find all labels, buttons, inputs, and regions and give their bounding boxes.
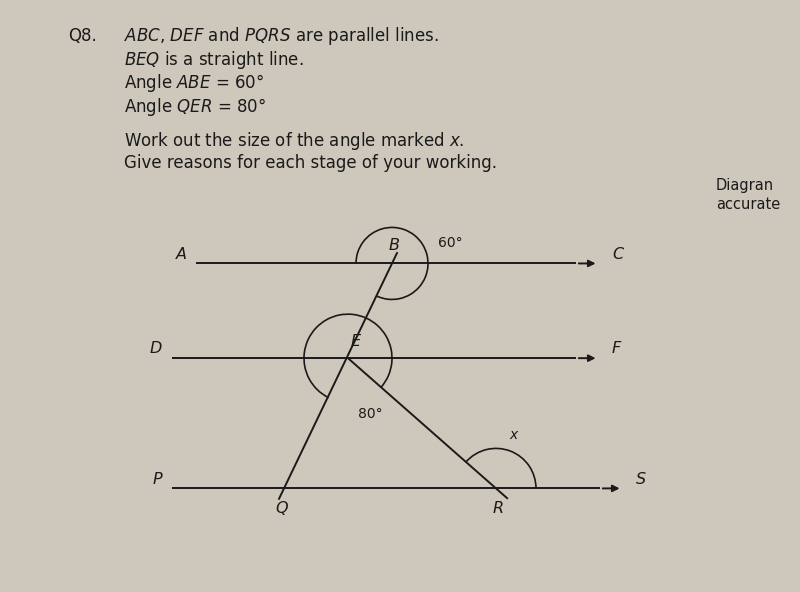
Text: P: P [153,472,162,487]
Text: 80°: 80° [358,407,383,422]
Text: F: F [612,342,622,356]
Text: S: S [636,472,646,487]
Text: Angle $ABE$ = 60°: Angle $ABE$ = 60° [124,72,264,94]
Text: $x$: $x$ [510,429,520,442]
Text: accurate: accurate [716,197,780,211]
Text: Work out the size of the angle marked $x$.: Work out the size of the angle marked $x… [124,130,465,152]
Text: 60°: 60° [438,236,462,250]
Text: Angle $QER$ = 80°: Angle $QER$ = 80° [124,96,266,118]
Text: A: A [175,247,186,262]
Text: Give reasons for each stage of your working.: Give reasons for each stage of your work… [124,154,497,172]
Text: Diagran: Diagran [716,178,774,192]
Text: $BEQ$ is a straight line.: $BEQ$ is a straight line. [124,49,303,70]
Text: B: B [389,239,400,253]
Text: R: R [493,501,504,516]
Text: E: E [350,334,361,349]
Text: $ABC$, $DEF$ and $PQRS$ are parallel lines.: $ABC$, $DEF$ and $PQRS$ are parallel lin… [124,25,439,47]
Text: Q8.: Q8. [68,27,97,44]
Text: Q: Q [275,501,288,516]
Text: C: C [612,247,623,262]
Text: D: D [150,342,162,356]
